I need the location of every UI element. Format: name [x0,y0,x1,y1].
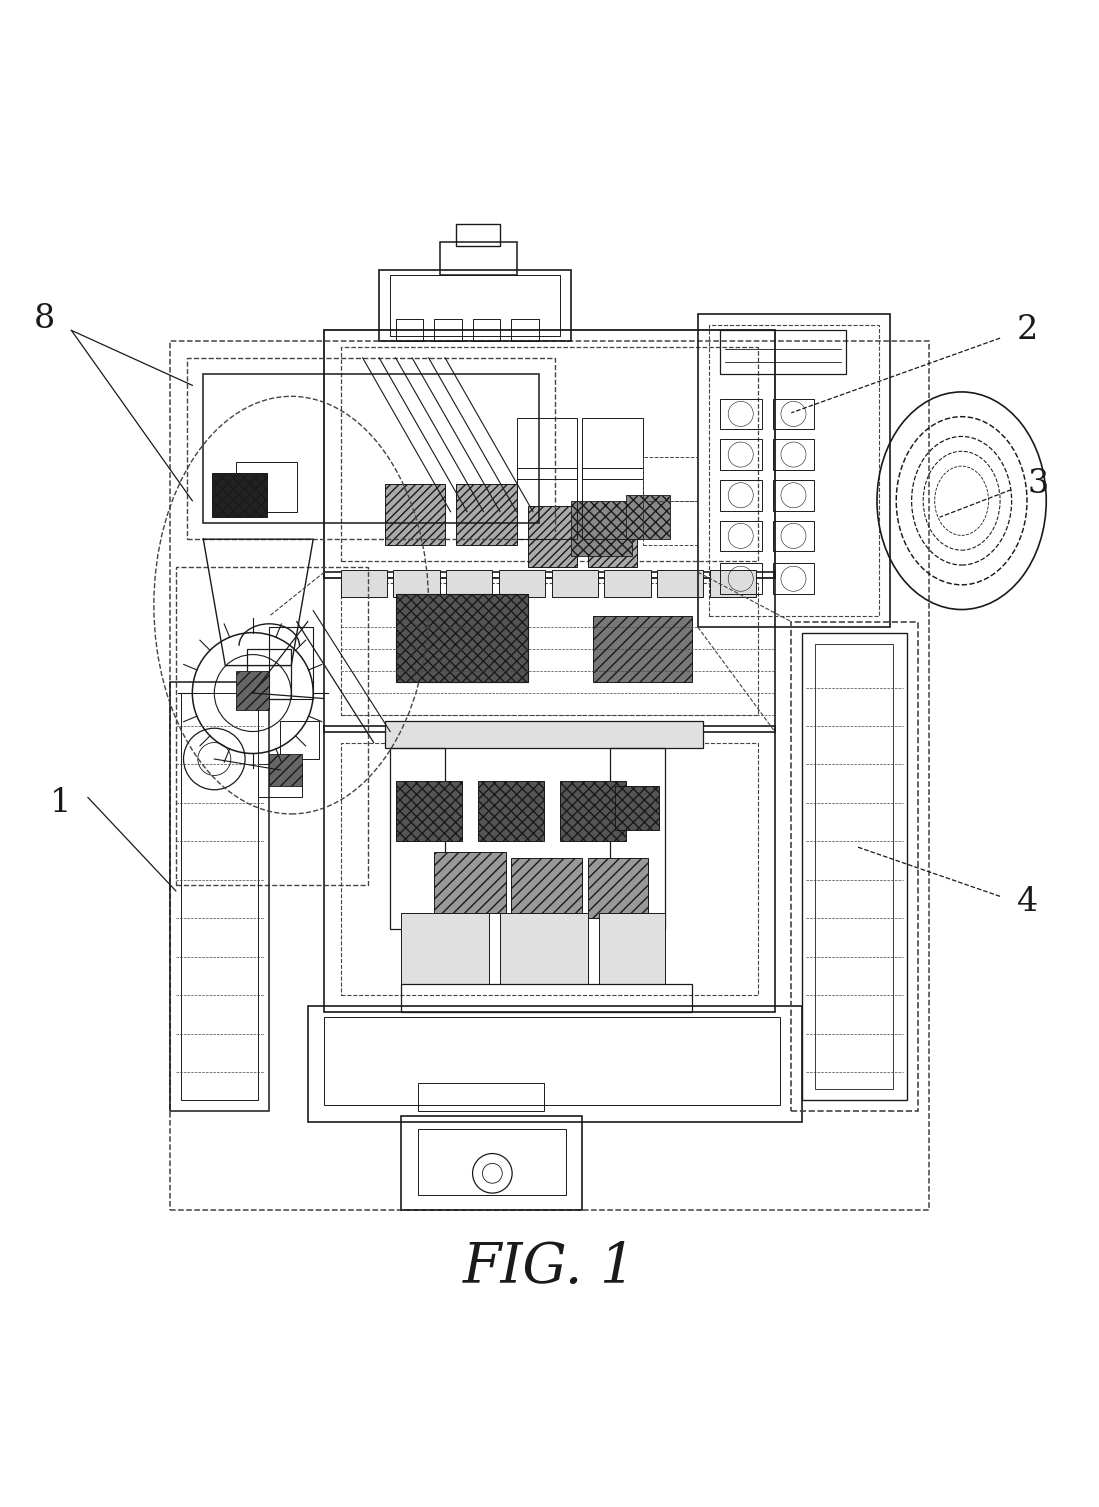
Bar [341,743,758,995]
Bar [500,913,588,984]
Bar [176,567,368,886]
Bar [170,683,269,1111]
Bar [571,500,632,556]
Bar [698,313,890,627]
Bar [236,463,297,512]
Bar [582,467,643,540]
Bar [720,520,762,552]
Bar [390,276,560,336]
Bar [396,319,423,342]
Text: 1: 1 [49,787,71,818]
Bar [401,913,489,984]
Bar [773,479,814,511]
Bar [599,913,665,984]
Bar [390,747,445,930]
Bar [720,330,846,374]
Bar [379,270,571,342]
Bar [593,616,692,683]
Bar [720,564,762,594]
Bar [720,398,762,429]
Bar [604,570,651,597]
Bar [499,570,545,597]
Bar [773,520,814,552]
Bar [511,319,539,342]
Bar [643,457,698,500]
Bar [588,506,637,567]
Text: 4: 4 [1017,886,1039,918]
Bar [212,473,267,517]
Bar [170,342,929,1210]
Bar [791,621,918,1111]
Bar [802,633,907,1100]
Bar [552,570,598,597]
Bar [517,419,577,479]
Bar [396,594,528,683]
Bar [181,693,258,1100]
Text: 2: 2 [1017,315,1039,347]
Bar [434,853,506,913]
Bar [643,500,698,544]
Bar [418,1084,544,1111]
Bar [396,781,462,841]
Bar [610,747,665,930]
Bar [456,223,500,246]
Bar [401,1117,582,1210]
Bar [324,726,775,1011]
Bar [341,347,758,561]
Bar [269,754,302,787]
Bar [709,326,879,616]
Bar [401,984,692,1011]
Bar [473,319,500,342]
Bar [324,330,775,577]
Bar [478,781,544,841]
Bar [626,496,670,540]
Bar [324,573,775,731]
Bar [385,484,445,544]
Bar [308,1007,802,1121]
Text: 8: 8 [33,303,55,336]
Bar [615,787,659,830]
Bar [236,671,269,710]
Bar [440,243,517,276]
Text: 3: 3 [1028,469,1050,500]
Bar [773,439,814,470]
Bar [657,570,703,597]
Bar [528,506,577,567]
Bar [269,627,313,699]
Bar [815,643,893,1088]
Bar [280,720,319,760]
Bar [258,764,302,797]
Bar [434,319,462,342]
Bar [710,570,756,597]
Bar [588,857,648,918]
Bar [203,374,539,523]
Bar [511,857,582,930]
Bar [582,419,643,479]
Bar [446,570,492,597]
Bar [418,1129,566,1195]
Bar [341,583,758,714]
Bar [393,570,440,597]
Bar [385,720,703,747]
Bar [517,467,577,540]
Bar [720,439,762,470]
Bar [341,570,387,597]
Bar [456,484,517,544]
Text: FIG. 1: FIG. 1 [463,1240,636,1295]
Bar [773,564,814,594]
Bar [324,1017,780,1105]
Bar [720,479,762,511]
Bar [247,650,291,699]
Bar [560,781,626,841]
Bar [187,357,555,540]
Bar [773,398,814,429]
